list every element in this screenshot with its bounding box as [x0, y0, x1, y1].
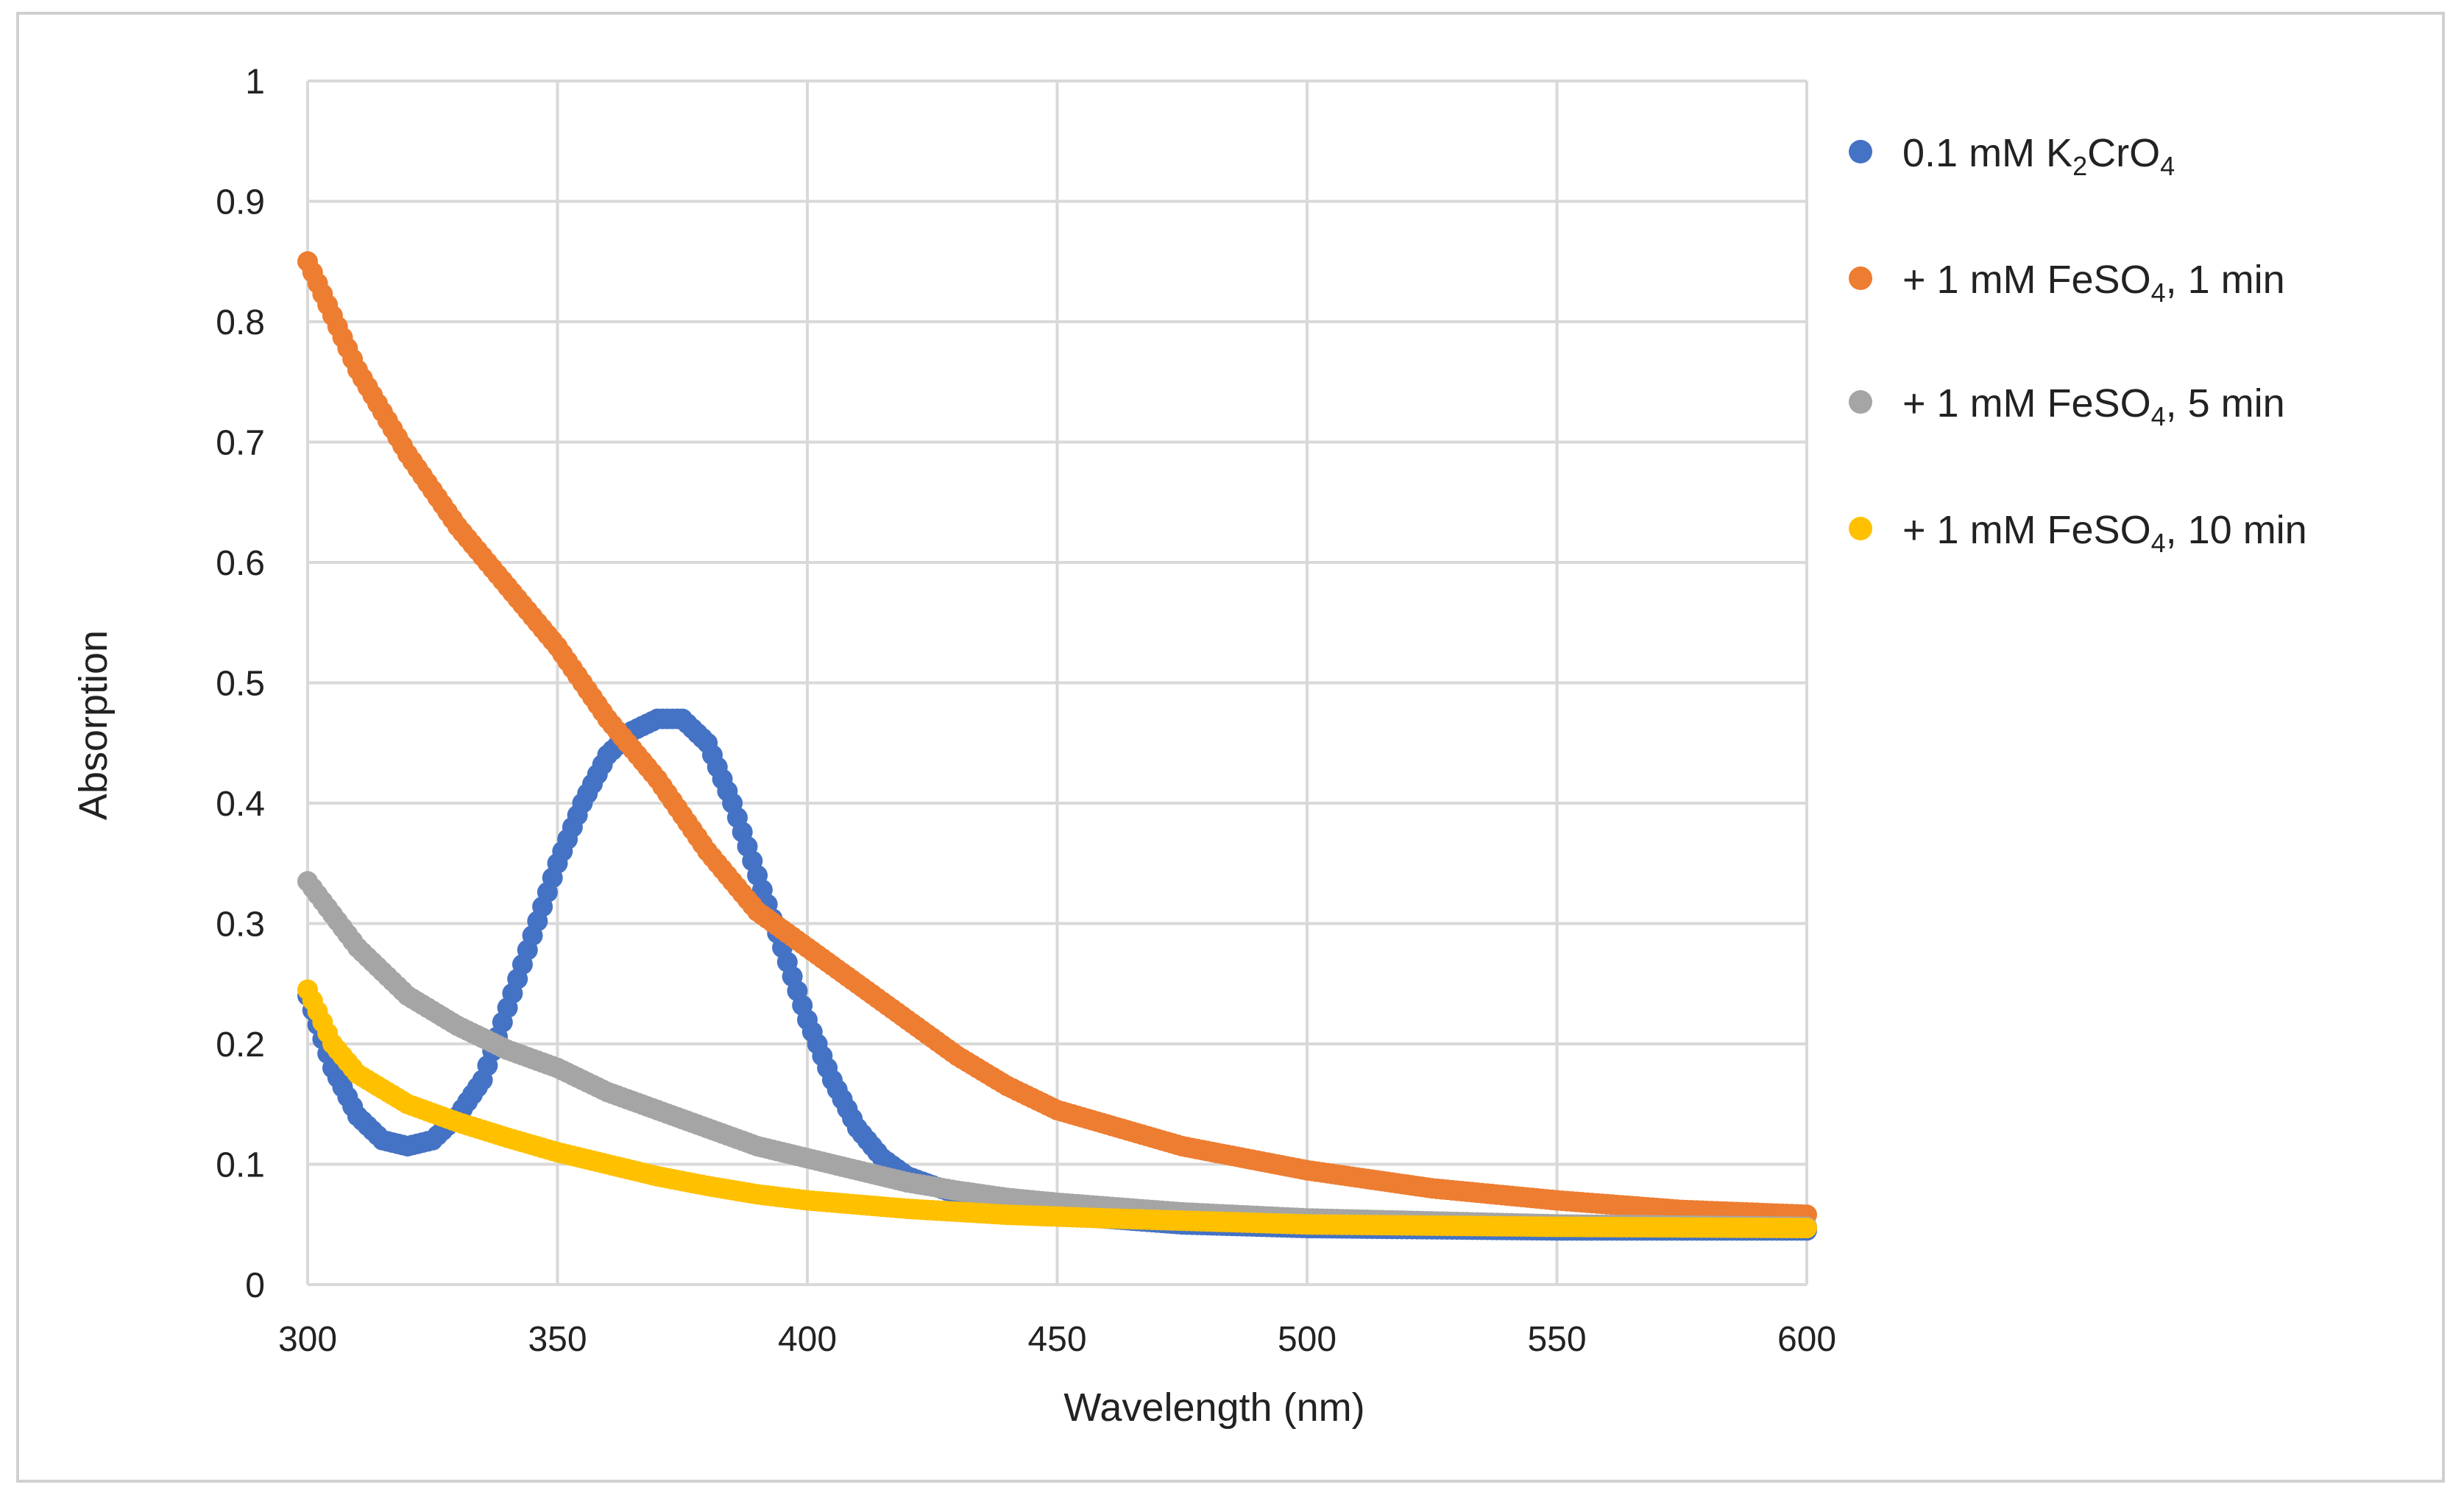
- y-tick-label: 0: [245, 1266, 265, 1305]
- legend-label: + 1 mM FeSO4, 5 min: [1902, 381, 2285, 431]
- x-axis-title: Wavelength (nm): [1063, 1385, 1364, 1430]
- legend: 0.1 mM K2CrO4+ 1 mM FeSO4, 1 min+ 1 mM F…: [1849, 131, 2307, 558]
- series-1: [297, 251, 1817, 1226]
- y-tick-label: 1: [245, 63, 265, 102]
- legend-post: , 10 min: [2166, 508, 2307, 552]
- y-tick-label: 0.4: [216, 785, 265, 824]
- y-tick-label: 0.2: [216, 1025, 265, 1065]
- y-tick-label: 0.5: [216, 665, 265, 704]
- legend-pre: + 1 mM FeSO: [1902, 258, 2151, 302]
- legend-item: + 1 mM FeSO4, 5 min: [1849, 381, 2285, 431]
- y-tick-label: 0.7: [216, 424, 265, 463]
- grid: [306, 80, 1808, 1286]
- legend-item: 0.1 mM K2CrO4: [1849, 131, 2175, 181]
- y-axis-title: Absorption: [71, 630, 116, 820]
- legend-sub2: 4: [2160, 151, 2175, 181]
- legend-marker: [1849, 266, 1872, 290]
- series-3: [297, 979, 1817, 1239]
- legend-pre: + 1 mM FeSO: [1902, 508, 2151, 552]
- x-tick-label: 550: [1527, 1320, 1586, 1359]
- legend-sub1: 4: [2151, 528, 2166, 558]
- series-layer: [297, 251, 1817, 1241]
- legend-label: 0.1 mM K2CrO4: [1902, 131, 2175, 181]
- y-tick-label: 0.6: [216, 544, 265, 583]
- legend-marker: [1849, 390, 1872, 414]
- data-point: [1796, 1218, 1817, 1239]
- x-tick-label: 350: [528, 1320, 587, 1359]
- legend-item: + 1 mM FeSO4, 1 min: [1849, 258, 2285, 308]
- legend-marker: [1849, 517, 1872, 540]
- legend-pre: 0.1 mM K: [1902, 131, 2072, 175]
- legend-label: + 1 mM FeSO4, 10 min: [1902, 508, 2307, 558]
- legend-pre: + 1 mM FeSO: [1902, 381, 2151, 426]
- x-tick-label: 400: [778, 1320, 837, 1359]
- legend-sub1: 4: [2151, 278, 2166, 308]
- tick-labels: 0 0.1 0.2 0.3 0.4 0.5 0.6 0.7 0.8 0.9 1 300 350 400 45…: [216, 63, 1836, 1359]
- legend-item: + 1 mM FeSO4, 10 min: [1849, 508, 2307, 558]
- x-tick-label: 600: [1777, 1320, 1836, 1359]
- y-tick-label: 0.1: [216, 1146, 265, 1185]
- y-tick-label: 0.3: [216, 905, 265, 945]
- legend-mid: CrO: [2087, 131, 2160, 175]
- chart-frame: [16, 12, 2445, 1483]
- y-tick-label: 0.9: [216, 183, 265, 222]
- x-tick-label: 450: [1027, 1320, 1086, 1359]
- legend-post: , 5 min: [2166, 381, 2285, 426]
- legend-marker: [1849, 140, 1872, 163]
- x-tick-label: 500: [1278, 1320, 1337, 1359]
- legend-sub1: 2: [2072, 151, 2087, 181]
- x-tick-label: 300: [278, 1320, 337, 1359]
- legend-sub1: 4: [2151, 401, 2166, 431]
- legend-label: + 1 mM FeSO4, 1 min: [1902, 258, 2285, 308]
- legend-post: , 1 min: [2166, 258, 2285, 302]
- y-tick-label: 0.8: [216, 303, 265, 342]
